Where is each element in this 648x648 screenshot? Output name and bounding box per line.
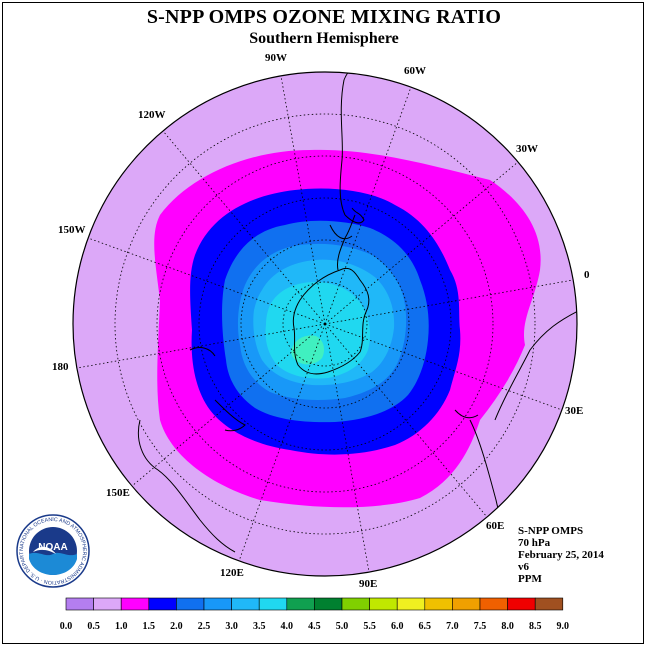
pressure-level: 70 hPa — [518, 537, 551, 549]
colorbar-segment — [176, 597, 205, 611]
instrument-label: S-NPP OMPS — [518, 525, 584, 537]
units-label: PPM — [518, 573, 542, 585]
lon-label-60w: 60W — [404, 65, 426, 77]
colorbar-tick-label: 5.0 — [336, 621, 349, 632]
colorbar-tick-label: 2.5 — [198, 621, 211, 632]
colorbar-tick-label: 4.0 — [281, 621, 294, 632]
colorbar-tick-label: 3.5 — [253, 621, 266, 632]
lon-label-180: 180 — [52, 361, 69, 373]
page-title: S-NPP OMPS OZONE MIXING RATIO — [146, 6, 502, 28]
colorbar-tick-label: 9.0 — [557, 621, 570, 632]
lon-label-30w: 30W — [516, 143, 538, 155]
colorbar-tick-label: 6.5 — [419, 621, 432, 632]
logo-text: NOAA — [38, 542, 67, 553]
contour-level-4.0 — [265, 282, 370, 379]
colorbar-segment — [534, 597, 564, 611]
colorbar-segment — [286, 597, 315, 611]
lon-label-30e: 30E — [565, 405, 583, 417]
colorbar-tick-label: 7.0 — [446, 621, 459, 632]
colorbar-segment — [341, 597, 370, 611]
lon-label-90w: 90W — [265, 52, 287, 64]
colorbar-segment — [203, 597, 232, 611]
colorbar-segment — [479, 597, 508, 611]
lon-label-150e: 150E — [106, 487, 130, 499]
metadata-block: S-NPP OMPS 70 hPa February 25, 2014 v6 P… — [518, 525, 604, 585]
colorbar-tick-label: 5.5 — [363, 621, 376, 632]
colorbar-segment — [65, 597, 94, 611]
colorbar-segment — [452, 597, 481, 611]
colorbar-tick-label: 6.0 — [391, 621, 404, 632]
colorbar-tick-label: 0.5 — [87, 621, 100, 632]
lon-label-90e: 90E — [359, 578, 377, 590]
graticule — [76, 75, 574, 573]
colorbar-segment — [93, 597, 122, 611]
colorbar-tick-label: 4.5 — [308, 621, 321, 632]
lon-label-60e: 60E — [486, 520, 504, 532]
map-boundary — [72, 71, 578, 577]
colorbar-tick-label: 7.5 — [474, 621, 487, 632]
colorbar-segment — [424, 597, 453, 611]
colorbar-tick-label: 1.5 — [143, 621, 156, 632]
page-subtitle: Southern Hemisphere — [249, 30, 399, 47]
colorbar-segment — [148, 597, 177, 611]
colorbar-tick-label: 1.0 — [115, 621, 128, 632]
colorbar-segment — [258, 597, 288, 611]
colorbar-tick-label: 3.0 — [225, 621, 238, 632]
colorbar-segment — [369, 597, 398, 611]
colorbar-segment — [507, 597, 536, 611]
colorbar-tick-label: 2.0 — [170, 621, 183, 632]
colorbar-segment — [314, 597, 343, 611]
lon-label-0: 0 — [584, 269, 590, 281]
colorbar-segment — [120, 597, 150, 611]
date-label: February 25, 2014 — [518, 549, 604, 561]
colorbar-segment — [396, 597, 426, 611]
colorbar-tick-label: 8.0 — [501, 621, 514, 632]
lon-label-120e: 120E — [220, 567, 244, 579]
lon-label-120w: 120W — [138, 109, 166, 121]
lon-label-150w: 150W — [58, 224, 86, 236]
version-label: v6 — [518, 561, 529, 573]
colorbar-tick-label: 0.0 — [60, 621, 73, 632]
noaa-logo: NATIONAL OCEANIC AND ATMOSPHERIC ADMINIS… — [16, 514, 90, 588]
colorbar-segment — [231, 597, 260, 611]
colorbar-tick-label: 8.5 — [529, 621, 542, 632]
